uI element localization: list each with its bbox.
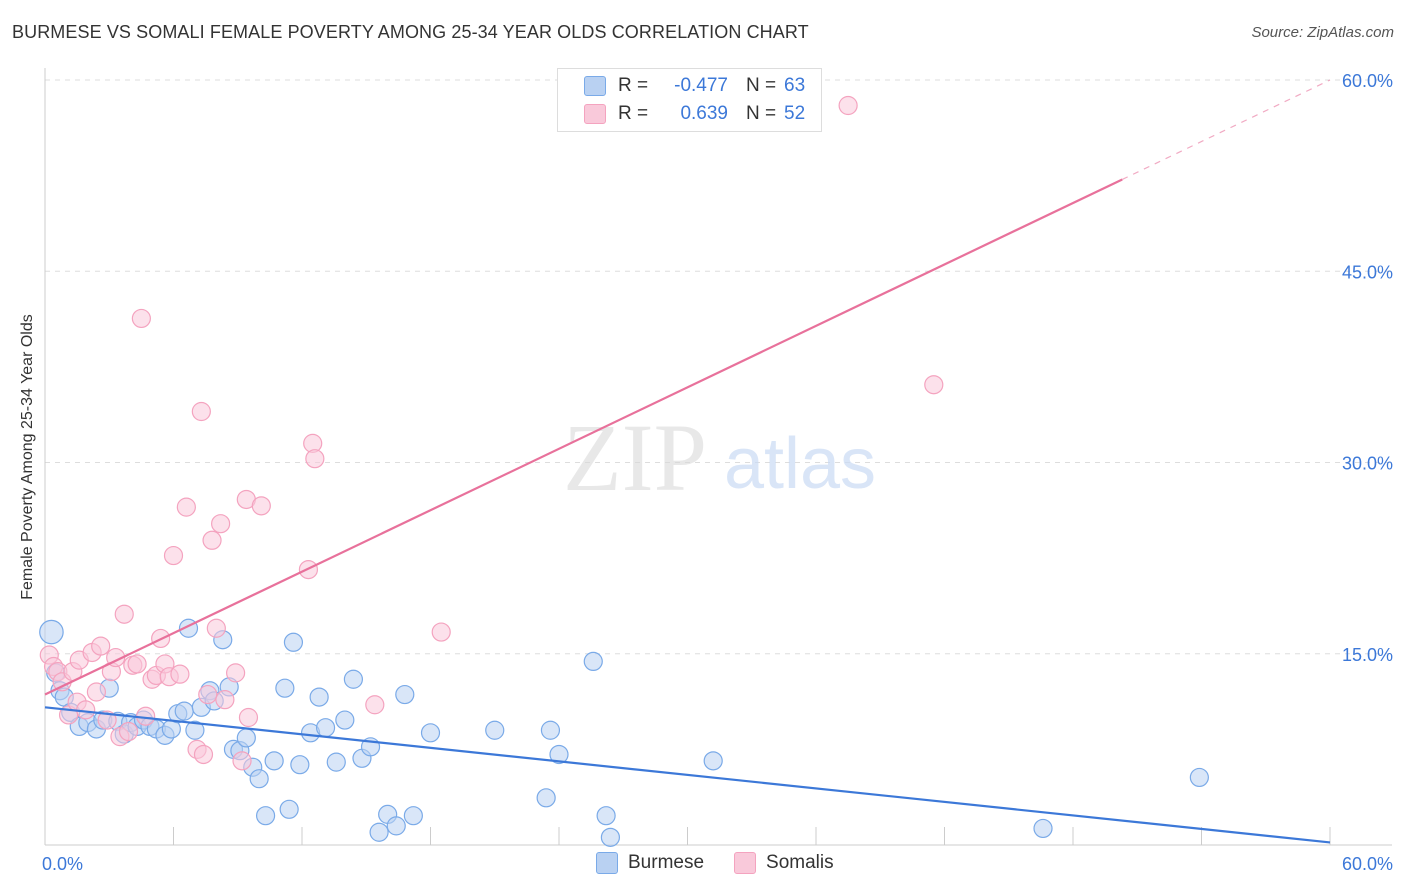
somalis-trend-line: [44, 178, 1123, 696]
somalis-point: [924, 375, 944, 395]
x-tick-label: 0.0%: [42, 854, 83, 874]
burmese-point: [335, 710, 355, 730]
burmese-point: [1189, 767, 1209, 788]
somalis-point: [131, 308, 151, 329]
legend-n-label: N =: [746, 103, 777, 124]
burmese-point: [420, 723, 441, 743]
somalis-point: [232, 751, 252, 771]
y-tick-label: 60.0%: [1342, 71, 1393, 91]
legend-row-burmese: R = -0.477 N = 63: [558, 72, 805, 100]
burmese-point: [403, 806, 423, 826]
somalis-point: [202, 530, 222, 550]
burmese-point: [315, 718, 336, 738]
burmese-point: [249, 769, 269, 789]
somalis-point: [163, 545, 184, 566]
legend-row-somalis: R = 0.639 N = 52: [558, 100, 805, 128]
burmese-point: [326, 752, 346, 772]
legend-r-value: 0.639: [680, 103, 728, 124]
burmese-point: [236, 728, 256, 748]
y-tick-label: 30.0%: [1342, 454, 1393, 474]
burmese-point: [540, 720, 561, 740]
somalis-point: [193, 744, 214, 765]
legend-swatch-burmese: [584, 76, 606, 96]
source-label: Source: ZipAtlas.com: [1251, 24, 1394, 41]
burmese-point: [174, 701, 194, 721]
legend-swatch-somalis: [734, 852, 757, 874]
legend-item-burmese: Burmese: [596, 852, 704, 874]
somalis-point: [206, 618, 226, 638]
x-tick-label: 60.0%: [1342, 854, 1393, 874]
legend-swatch-somalis: [584, 104, 606, 124]
somalis-point: [170, 664, 190, 684]
tick-labels: 15.0% 30.0% 45.0% 60.0% 0.0% 60.0%: [42, 71, 1393, 874]
burmese-point: [290, 755, 310, 775]
legend-r-label: R =: [618, 103, 649, 124]
legend-label-somalis: Somalis: [766, 852, 834, 873]
somalis-point: [251, 496, 271, 516]
somalis-points: [39, 95, 944, 771]
burmese-point: [386, 816, 406, 836]
burmese-point: [583, 651, 603, 672]
somalis-point: [431, 622, 451, 642]
legend-item-somalis: Somalis: [734, 852, 834, 874]
somalis-point: [211, 514, 231, 534]
axes: [44, 68, 1392, 846]
legend-n-value: 63: [784, 75, 806, 96]
somalis-point: [91, 636, 111, 656]
watermark: ZIP atlas: [563, 404, 876, 511]
burmese-point: [185, 720, 205, 740]
burmese-point: [264, 751, 284, 771]
burmese-point: [703, 751, 723, 771]
watermark-zip: ZIP: [563, 404, 707, 511]
trend-lines: [44, 79, 1331, 844]
somalis-point: [215, 690, 235, 710]
burmese-point: [275, 678, 295, 698]
somalis-point: [118, 721, 139, 742]
burmese-point: [255, 806, 276, 826]
somalis-point: [238, 707, 259, 728]
burmese-point: [343, 669, 363, 689]
watermark-atlas: atlas: [724, 424, 876, 504]
somalis-point: [176, 497, 196, 517]
burmese-point: [39, 619, 64, 645]
burmese-point: [485, 720, 505, 740]
burmese-point: [536, 788, 556, 808]
legend-r-label: R =: [618, 75, 649, 96]
legend-label-burmese: Burmese: [628, 852, 705, 873]
somalis-point: [305, 449, 325, 469]
somalis-point: [838, 95, 858, 116]
burmese-point: [395, 684, 415, 705]
y-tick-label: 15.0%: [1342, 645, 1393, 665]
correlation-legend: R = -0.477 N = 63 R = 0.639 N = 52: [557, 68, 822, 132]
somalis-point: [97, 710, 117, 730]
legend-r-value: -0.477: [674, 75, 728, 96]
burmese-point: [369, 822, 389, 842]
burmese-point: [596, 806, 616, 826]
somalis-point: [127, 654, 147, 674]
burmese-points: [39, 618, 1209, 847]
burmese-point: [549, 744, 569, 765]
legend-n-label: N =: [746, 75, 777, 96]
burmese-trend-line: [44, 706, 1331, 844]
y-tick-label: 45.0%: [1342, 262, 1393, 282]
somalis-point: [365, 695, 385, 715]
somalis-point: [198, 684, 218, 705]
somalis-point: [191, 401, 211, 422]
legend-n-value: 52: [784, 103, 806, 124]
burmese-point: [279, 799, 299, 819]
series-legend: Burmese Somalis: [596, 852, 864, 874]
burmese-point: [600, 827, 621, 847]
burmese-point: [283, 632, 304, 652]
gridlines: [45, 79, 1392, 655]
legend-swatch-burmese: [596, 852, 618, 874]
burmese-point: [1033, 818, 1053, 839]
chart-title: BURMESE VS SOMALI FEMALE POVERTY AMONG 2…: [12, 22, 809, 42]
somalis-trend-extension: [1121, 79, 1331, 180]
somalis-point: [86, 682, 107, 702]
somalis-point: [114, 604, 134, 624]
somalis-point: [226, 663, 246, 683]
burmese-point: [309, 687, 329, 707]
